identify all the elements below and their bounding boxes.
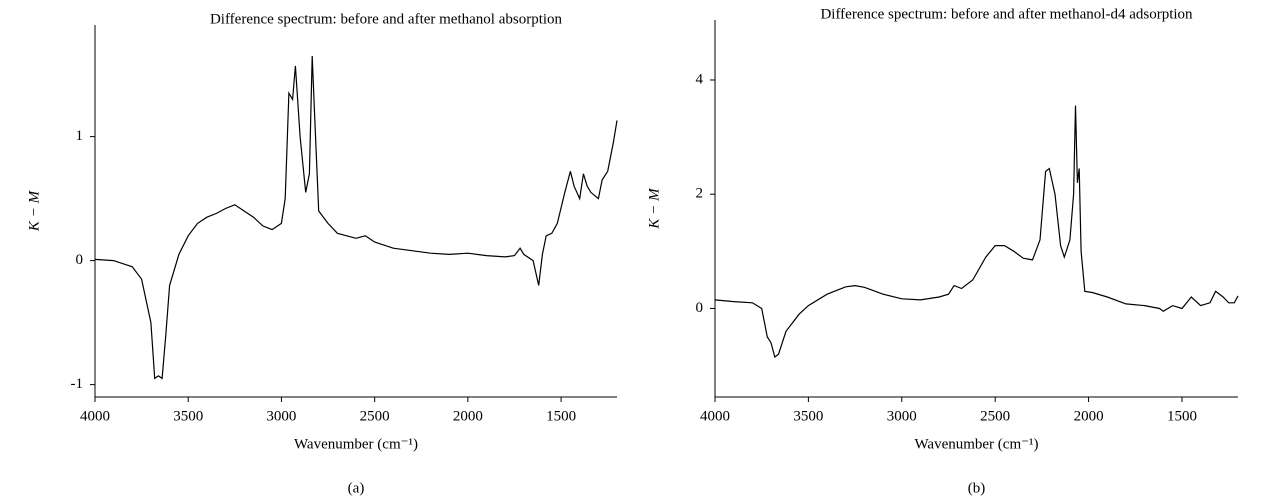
x-axis-label: Wavenumber (cm⁻¹) <box>294 436 418 452</box>
x-tick-label: 3000 <box>887 408 917 424</box>
spectrum-line <box>714 105 1239 359</box>
x-tick-label: 4000 <box>700 408 730 424</box>
caption: (a) <box>348 480 365 496</box>
chart-title: Difference spectrum: before and after me… <box>210 11 563 27</box>
x-tick-label: 2000 <box>1074 408 1104 424</box>
x-axis-label: Wavenumber (cm⁻¹) <box>914 436 1038 452</box>
x-tick-label: 3500 <box>173 408 203 424</box>
x-tick-label: 3000 <box>266 408 296 424</box>
y-tick-label: 2 <box>696 186 704 202</box>
y-tick-label: 4 <box>696 71 704 87</box>
x-tick-label: 1500 <box>546 408 576 424</box>
x-tick-label: 1500 <box>1167 408 1197 424</box>
x-tick-label: 2500 <box>360 408 390 424</box>
y-tick-label: -1 <box>71 376 84 392</box>
x-tick-label: 3500 <box>793 408 823 424</box>
chart-title: Difference spectrum: before and after me… <box>820 6 1193 22</box>
x-tick-label: 2500 <box>980 408 1010 424</box>
y-axis-label: K − M <box>26 189 42 232</box>
y-tick-label: 1 <box>76 128 84 144</box>
y-tick-label: 0 <box>76 252 84 268</box>
x-tick-label: 4000 <box>80 408 110 424</box>
x-tick-label: 2000 <box>453 408 483 424</box>
y-axis-label: K − M <box>646 187 662 230</box>
spectrum-line <box>94 55 618 380</box>
caption: (b) <box>968 480 986 496</box>
y-tick-label: 0 <box>696 300 704 316</box>
